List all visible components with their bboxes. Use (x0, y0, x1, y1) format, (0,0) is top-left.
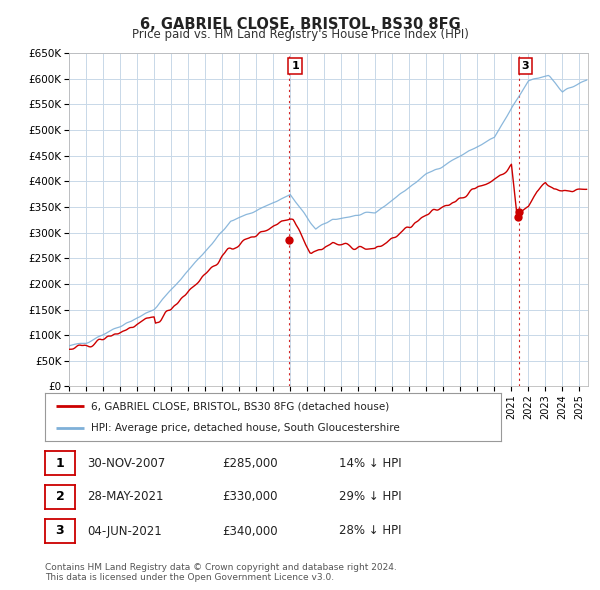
Text: 30-NOV-2007: 30-NOV-2007 (87, 457, 165, 470)
Text: Contains HM Land Registry data © Crown copyright and database right 2024.: Contains HM Land Registry data © Crown c… (45, 563, 397, 572)
Text: 29% ↓ HPI: 29% ↓ HPI (339, 490, 401, 503)
Text: 6, GABRIEL CLOSE, BRISTOL, BS30 8FG (detached house): 6, GABRIEL CLOSE, BRISTOL, BS30 8FG (det… (91, 401, 389, 411)
Text: £285,000: £285,000 (222, 457, 278, 470)
Text: HPI: Average price, detached house, South Gloucestershire: HPI: Average price, detached house, Sout… (91, 423, 400, 433)
Text: 3: 3 (521, 61, 529, 71)
Text: 28% ↓ HPI: 28% ↓ HPI (339, 525, 401, 537)
Text: 1: 1 (292, 61, 299, 71)
Text: 28-MAY-2021: 28-MAY-2021 (87, 490, 163, 503)
Text: Price paid vs. HM Land Registry's House Price Index (HPI): Price paid vs. HM Land Registry's House … (131, 28, 469, 41)
Text: £330,000: £330,000 (222, 490, 277, 503)
Text: £340,000: £340,000 (222, 525, 278, 537)
Text: 2: 2 (56, 490, 64, 503)
Text: 3: 3 (56, 525, 64, 537)
Text: 1: 1 (56, 457, 64, 470)
Text: This data is licensed under the Open Government Licence v3.0.: This data is licensed under the Open Gov… (45, 573, 334, 582)
Text: 6, GABRIEL CLOSE, BRISTOL, BS30 8FG: 6, GABRIEL CLOSE, BRISTOL, BS30 8FG (140, 17, 460, 31)
Text: 04-JUN-2021: 04-JUN-2021 (87, 525, 162, 537)
Text: 14% ↓ HPI: 14% ↓ HPI (339, 457, 401, 470)
